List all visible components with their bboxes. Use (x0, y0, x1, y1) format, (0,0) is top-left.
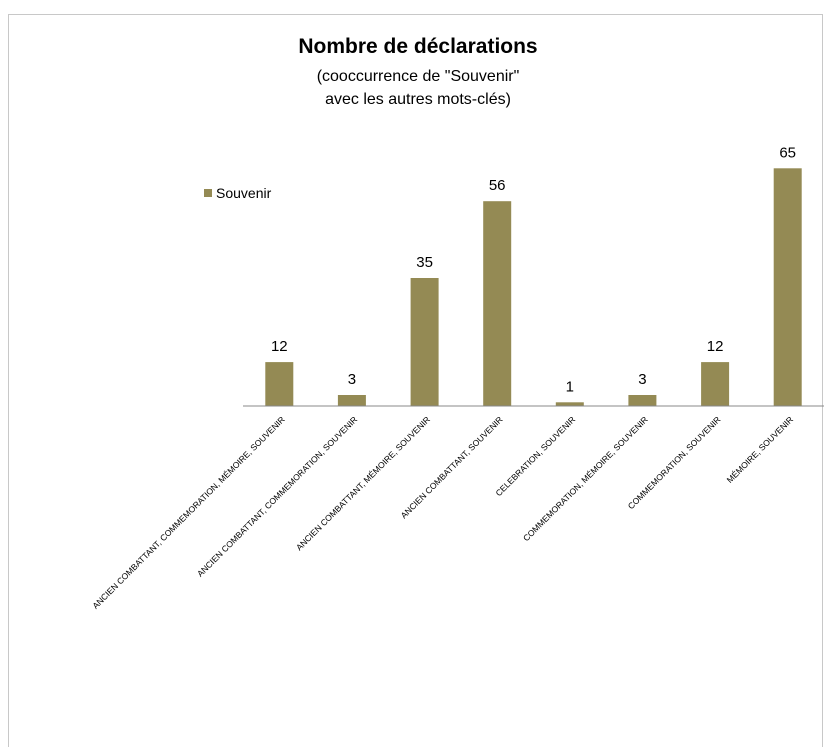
chart-subtitle-line-1: (cooccurrence de "Souvenir" (317, 68, 520, 85)
bar-3 (410, 278, 439, 406)
data-label-6: 3 (638, 371, 646, 388)
bar-8 (773, 168, 802, 406)
chart-subtitle-line-2: avec les autres mots-clés) (325, 91, 511, 108)
x-tick-label-6: COMMEMORATION, MÉMOIRE, SOUVENIR (521, 414, 650, 543)
data-label-8: 65 (779, 144, 796, 161)
x-tick-labels-layer: ANCIEN COMBATTANT, COMMEMORATION, MÉMOIR… (90, 414, 795, 610)
data-label-4: 56 (489, 177, 506, 194)
bar-2 (337, 395, 366, 406)
legend-label: Souvenir (216, 185, 272, 201)
data-label-5: 1 (566, 378, 574, 395)
x-tick-label-8: MÉMOIRE, SOUVENIR (725, 414, 796, 485)
bar-4 (483, 201, 512, 406)
x-tick-label-2: ANCIEN COMBATTANT, COMMEMORATION, SOUVEN… (195, 414, 359, 578)
bar-1 (265, 362, 294, 406)
data-label-1: 12 (271, 338, 288, 355)
bar-6 (628, 395, 657, 406)
bar-7 (701, 362, 730, 406)
data-label-7: 12 (707, 338, 724, 355)
data-labels-layer: 12 3 35 56 1 3 12 65 (271, 144, 796, 395)
legend-swatch (204, 189, 212, 197)
legend: Souvenir (204, 185, 272, 201)
chart-title: Nombre de déclarations (298, 35, 537, 58)
bar-5 (555, 402, 584, 406)
bars-layer (265, 168, 802, 406)
data-label-3: 35 (416, 254, 433, 271)
x-tick-label-5: CELEBRATION, SOUVENIR (493, 414, 577, 498)
data-label-2: 3 (348, 371, 356, 388)
x-tick-label-3: ANCIEN COMBATTANT, MÉMOIRE, SOUVENIR (294, 414, 432, 552)
